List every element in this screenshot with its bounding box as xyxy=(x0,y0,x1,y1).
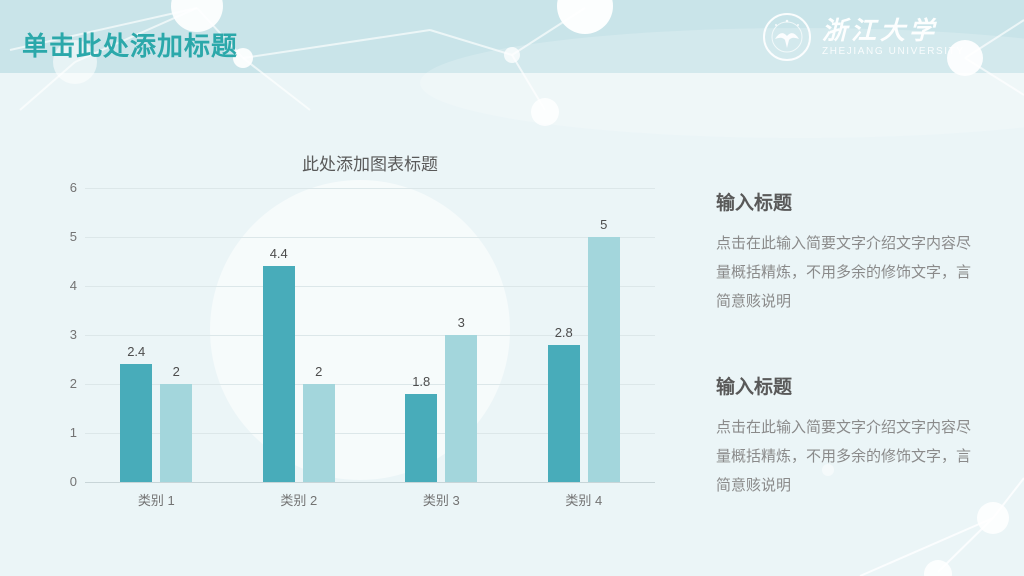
bar-value-label: 1.8 xyxy=(412,373,431,389)
chart-title: 此处添加图表标题 xyxy=(302,155,438,174)
zju-seal-icon xyxy=(763,13,811,61)
bar-series1-cat1 xyxy=(120,364,153,482)
bar-series1-cat2 xyxy=(262,266,295,482)
logo-name-cn: 浙江大学 xyxy=(822,15,939,45)
bar-value-label: 2 xyxy=(172,364,180,379)
info-body: 点击在此输入简要文字介绍文字内容尽量概括精炼，不用多余的修饰文字，言简意赅说明 xyxy=(716,235,972,310)
bar-value-label: 3 xyxy=(457,315,465,330)
bar-value-label: 5 xyxy=(600,217,608,232)
info-body: 点击在此输入简要文字介绍文字内容尽量概括精炼，不用多余的修饰文字，言简意赅说明 xyxy=(716,419,972,494)
gridline-6 xyxy=(85,187,655,189)
bar-value-label: 2.4 xyxy=(127,344,146,360)
bar-series2-cat1 xyxy=(160,384,193,482)
gridline-1 xyxy=(85,432,655,434)
y-axis-tick-1: 1 xyxy=(69,425,77,440)
bar-value-label: 2 xyxy=(315,364,323,379)
y-axis-tick-5: 5 xyxy=(69,229,77,244)
y-axis-tick-4: 4 xyxy=(69,278,77,293)
info-column: 输入标题 点击在此输入简要文字介绍文字内容尽量概括精炼，不用多余的修饰文字，言简… xyxy=(716,188,984,556)
info-heading: 输入标题 xyxy=(716,193,793,214)
y-axis-tick-0: 0 xyxy=(69,474,77,489)
x-axis-category-label: 类别 2 xyxy=(280,493,318,508)
y-axis-tick-2: 2 xyxy=(69,376,77,391)
gridline-5 xyxy=(85,236,655,238)
x-axis-category-label: 类别 1 xyxy=(137,493,175,508)
university-logo: 浙江大学 ZHEJIANG UNIVERSITY xyxy=(762,10,965,64)
bar-value-label: 2.8 xyxy=(554,324,573,340)
gridline-4 xyxy=(85,285,655,287)
info-heading: 输入标题 xyxy=(716,377,793,398)
x-axis-category-label: 类别 3 xyxy=(422,493,460,508)
bar-value-label: 4.4 xyxy=(269,246,288,262)
info-block-2: 输入标题 点击在此输入简要文字介绍文字内容尽量概括精炼，不用多余的修饰文字，言简… xyxy=(716,372,984,500)
bar-series2-cat2 xyxy=(302,384,335,482)
info-block-1: 输入标题 点击在此输入简要文字介绍文字内容尽量概括精炼，不用多余的修饰文字，言简… xyxy=(716,188,984,316)
y-axis-tick-3: 3 xyxy=(69,327,77,342)
y-axis-tick-6: 6 xyxy=(69,180,77,195)
bar-series1-cat4 xyxy=(547,344,580,482)
gridline-0 xyxy=(85,481,655,483)
x-axis-category-label: 类别 4 xyxy=(565,493,603,508)
gridline-2 xyxy=(85,383,655,385)
bar-series2-cat3 xyxy=(445,335,478,482)
bar-series1-cat3 xyxy=(405,393,438,482)
gridline-3 xyxy=(85,334,655,336)
logo-name-en: ZHEJIANG UNIVERSITY xyxy=(822,45,965,57)
bar-series2-cat4 xyxy=(587,237,620,482)
